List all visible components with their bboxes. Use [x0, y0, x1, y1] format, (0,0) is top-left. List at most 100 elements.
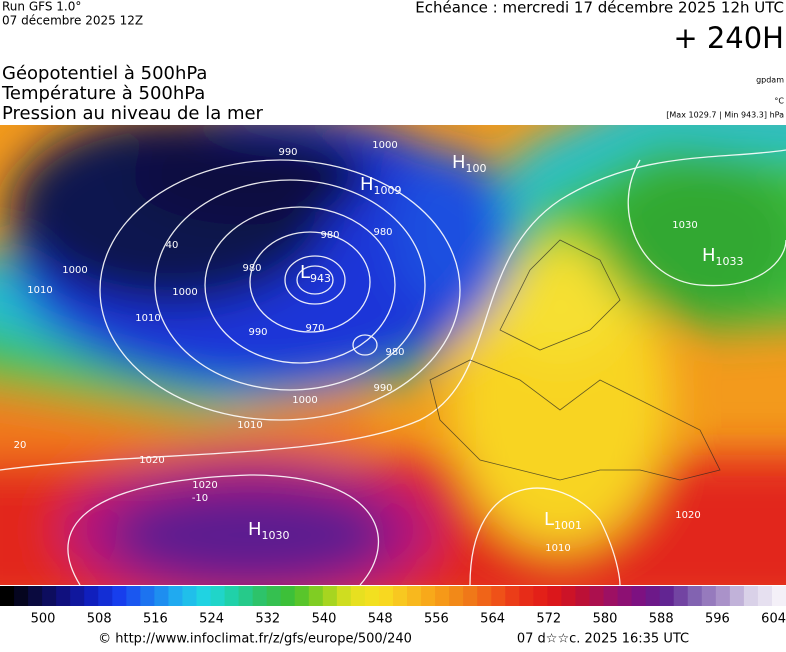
- legend-swatch: [701, 586, 717, 606]
- contour-label: 1000: [62, 265, 87, 276]
- center-letter: H: [248, 519, 262, 540]
- center-value: 1009: [374, 184, 402, 197]
- legend-swatch: [519, 586, 534, 606]
- legend-swatch: [42, 586, 57, 606]
- legend-swatch: [280, 586, 296, 606]
- legend-tick-label: 580: [593, 612, 618, 627]
- legend-swatch: [533, 586, 548, 606]
- lead-time: + 240H: [673, 21, 784, 55]
- legend-swatch: [715, 586, 731, 606]
- center-letter: L: [544, 509, 554, 530]
- legend-tick-label: 604: [761, 612, 786, 627]
- legend-tick-label: 556: [424, 612, 449, 627]
- run-label: Run GFS 1.0°: [2, 0, 81, 14]
- legend-swatch: [182, 586, 197, 606]
- legend-tick-label: 596: [705, 612, 730, 627]
- legend-swatch: [659, 586, 675, 606]
- legend-swatch: [168, 586, 183, 606]
- center-value: 100: [466, 162, 487, 175]
- legend-swatch: [252, 586, 268, 606]
- legend-tick-label: 508: [87, 612, 112, 627]
- legend-swatch: [687, 586, 703, 606]
- title: Pression au niveau de la mer: [2, 103, 264, 124]
- legend-swatch: [56, 586, 71, 606]
- legend-swatch: [435, 586, 450, 606]
- legend-swatch: [771, 586, 786, 606]
- legend-swatch: [477, 586, 492, 606]
- footer-url: © http://www.infoclimat.fr/z/gfs/europe/…: [98, 632, 412, 647]
- legend-swatch: [505, 586, 520, 606]
- legend-swatch: [561, 586, 576, 606]
- contour-label: 980: [385, 347, 404, 358]
- title: Géopotentiel à 500hPa: [2, 63, 207, 84]
- legend-swatch: [364, 586, 380, 606]
- legend-swatch: [336, 586, 352, 606]
- pressure-center: H1030: [248, 519, 290, 542]
- legend-swatch: [673, 586, 689, 606]
- legend-swatch: [0, 586, 15, 606]
- pressure-center: L943: [300, 262, 331, 285]
- color-legend: 500 508 516 524 532 540 548 556 564 572 580 588 596 6…: [0, 586, 786, 627]
- legend-tick-label: 516: [143, 612, 168, 627]
- legend-swatch: [112, 586, 127, 606]
- legend-swatch: [322, 586, 338, 606]
- pressure-center: H1033: [702, 245, 744, 268]
- unit: gpdam: [756, 76, 784, 85]
- legend-swatch: [154, 586, 169, 606]
- echeance: Echéance : mercredi 17 décembre 2025 12h…: [415, 0, 784, 17]
- legend-tick-label: 532: [255, 612, 280, 627]
- legend-swatch: [308, 586, 324, 606]
- contour-label: 1010: [135, 313, 160, 324]
- contour-label: 1010: [237, 420, 262, 431]
- legend-tick-label: 572: [536, 612, 561, 627]
- legend-swatch: [224, 586, 240, 606]
- legend-swatch: [14, 586, 29, 606]
- legend-swatch: [84, 586, 99, 606]
- legend-tick-label: 588: [649, 612, 674, 627]
- legend-tick-label: 524: [199, 612, 224, 627]
- contour-label: 40: [166, 240, 179, 251]
- legend-tick-label: 564: [480, 612, 505, 627]
- center-letter: H: [360, 174, 374, 195]
- legend-swatch: [645, 586, 661, 606]
- unit: [Max 1029.7 | Min 943.3] hPa: [666, 111, 784, 120]
- legend-swatch: [547, 586, 562, 606]
- legend-swatch: [603, 586, 619, 606]
- center-letter: H: [452, 152, 466, 173]
- contour-label: 1030: [672, 220, 697, 231]
- contour-label: 970: [305, 323, 324, 334]
- legend-swatch: [140, 586, 155, 606]
- legend-tick-label: 540: [312, 612, 337, 627]
- legend-swatch: [463, 586, 478, 606]
- legend-swatch: [126, 586, 141, 606]
- center-letter: L: [300, 262, 310, 283]
- legend-swatch: [421, 586, 436, 606]
- center-value: 943: [310, 272, 331, 285]
- legend-tick-label: 548: [368, 612, 393, 627]
- contour-label: 980: [242, 263, 261, 274]
- contour-label: 1020: [139, 455, 164, 466]
- legend-swatch: [729, 586, 745, 606]
- legend-swatch: [266, 586, 282, 606]
- run-date: 07 décembre 2025 12Z: [2, 14, 143, 28]
- legend-swatch: [238, 586, 254, 606]
- legend-swatch: [196, 586, 212, 606]
- legend-swatch: [294, 586, 310, 606]
- legend-swatch: [28, 586, 43, 606]
- contour-label: 1020: [192, 480, 217, 491]
- legend-swatch: [491, 586, 506, 606]
- contour-label: 1000: [292, 395, 317, 406]
- contour-label: 1010: [27, 285, 52, 296]
- center-value: 1001: [554, 519, 582, 532]
- contour-label: 1020: [675, 510, 700, 521]
- center-value: 1033: [716, 255, 744, 268]
- legend-swatch: [449, 586, 464, 606]
- contour-label: 990: [373, 383, 392, 394]
- center-value: 1030: [262, 529, 290, 542]
- pressure-center: H1009: [360, 174, 402, 197]
- legend-swatch: [407, 586, 422, 606]
- legend-swatch: [210, 586, 226, 606]
- contour-label: 980: [320, 230, 339, 241]
